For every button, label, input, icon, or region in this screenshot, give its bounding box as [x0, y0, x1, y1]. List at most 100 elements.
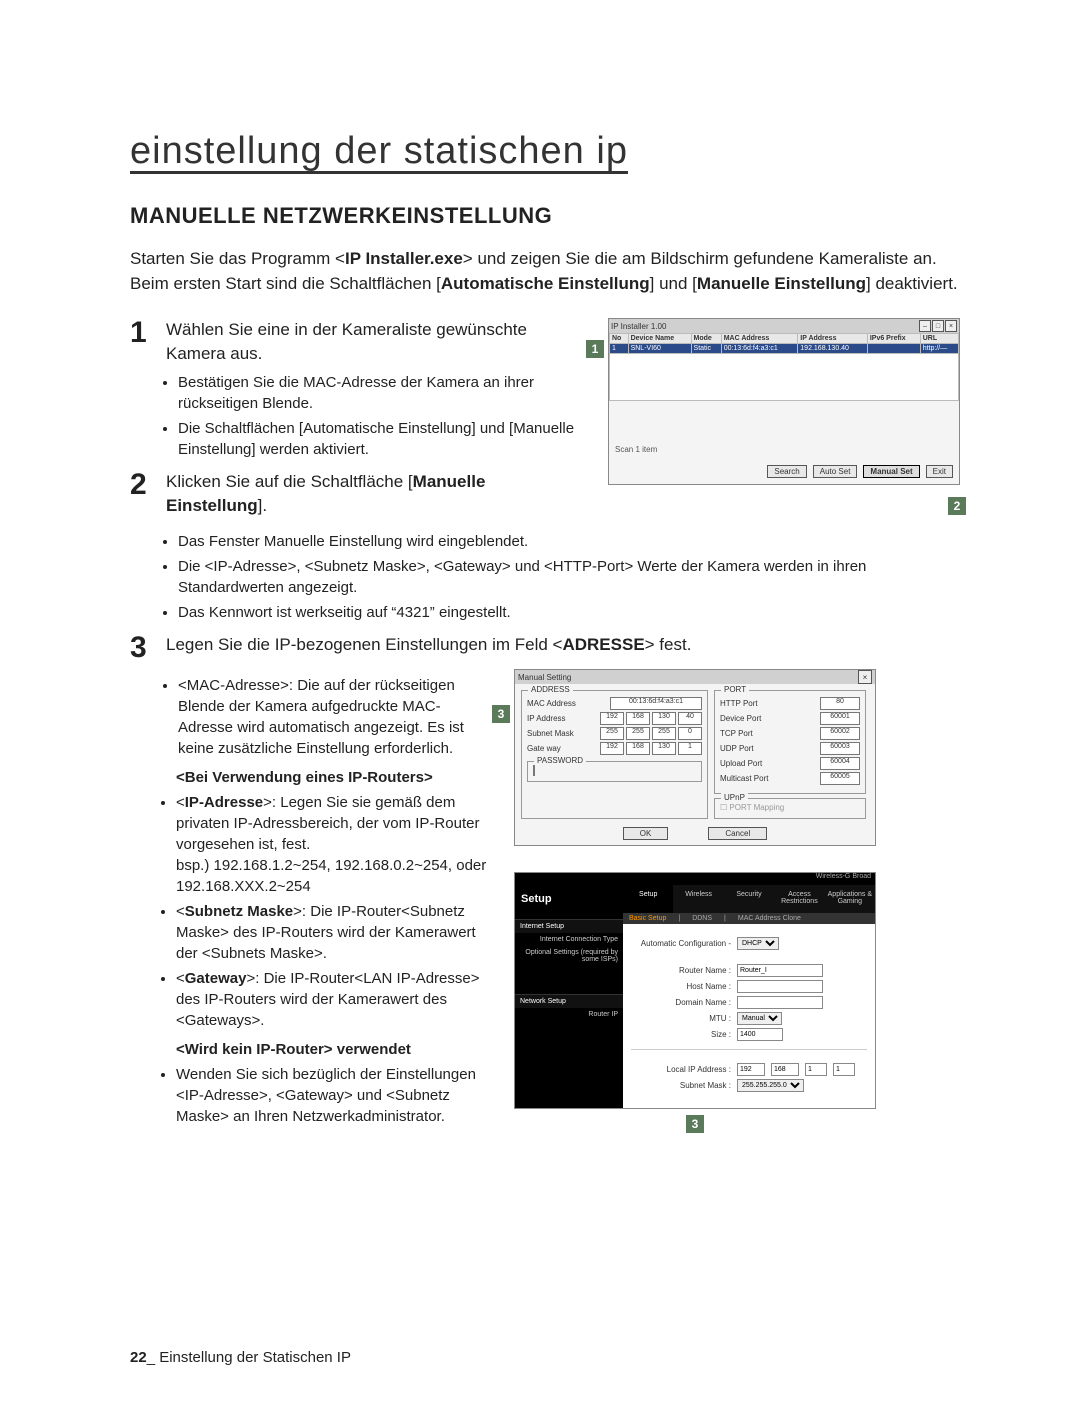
- gw-octet[interactable]: 192: [600, 742, 624, 755]
- router-bullet-ip: <IP-Adresse>: Legen Sie sie gemäß dem pr…: [176, 792, 490, 897]
- routername-field[interactable]: [737, 964, 823, 977]
- installer-table: No Device Name Mode MAC Address IP Addre…: [609, 333, 959, 401]
- router-tab[interactable]: Applications & Gaming: [825, 885, 875, 913]
- sm-octet[interactable]: 255: [652, 727, 676, 740]
- port-label: Device Port: [720, 714, 761, 723]
- port-field[interactable]: 60005: [820, 772, 860, 785]
- ip-octet[interactable]: 192: [600, 712, 624, 725]
- callout-3: 3: [492, 705, 510, 723]
- mac-field[interactable]: 00:13:6d:f4:a3:c1: [610, 697, 702, 710]
- subnet-select[interactable]: 255.255.255.0: [737, 1079, 804, 1092]
- router-bullet-gateway: <Gateway>: Die IP-Router<LAN IP-Adresse>…: [176, 968, 490, 1031]
- footer-sep: _: [147, 1349, 155, 1366]
- auto-label: Automatische Einstellung: [441, 274, 650, 293]
- exit-button[interactable]: Exit: [926, 465, 953, 478]
- step2-bullet: Das Fenster Manuelle Einstellung wird ei…: [178, 531, 960, 552]
- step-number-3: 3: [130, 633, 156, 663]
- gw-label: Gate way: [527, 744, 561, 753]
- port-label: UDP Port: [720, 744, 754, 753]
- norouter-bullet: Wenden Sie sich bezüglich der Einstellun…: [176, 1064, 490, 1127]
- lip-octet[interactable]: [737, 1063, 765, 1076]
- page-title: einstellung der statischen ip: [130, 130, 960, 173]
- footer-text: Einstellung der Statischen IP: [155, 1349, 351, 1366]
- text: <: [176, 903, 185, 920]
- port-field[interactable]: 60002: [820, 727, 860, 740]
- upnp-checkbox[interactable]: ☐ PORT Mapping: [720, 803, 784, 812]
- callout-2: 2: [948, 497, 966, 515]
- port-label: HTTP Port: [720, 699, 758, 708]
- callout-3b: 3: [686, 1115, 704, 1133]
- router-tab[interactable]: Security: [724, 885, 774, 913]
- col-url: URL: [920, 334, 958, 344]
- text: <: [176, 970, 185, 987]
- port-field[interactable]: 80: [820, 697, 860, 710]
- step-number-2: 2: [130, 470, 156, 500]
- subhead-router: <Bei Verwendung eines IP-Routers>: [176, 769, 490, 786]
- cell: 192.168.130.40: [798, 344, 868, 354]
- ip-octet[interactable]: 168: [626, 712, 650, 725]
- auto-config-select[interactable]: DHCP: [737, 937, 779, 950]
- max-icon[interactable]: □: [932, 320, 944, 332]
- domainname-label: Domain Name :: [631, 998, 731, 1007]
- callout-1: 1: [586, 340, 604, 358]
- min-icon[interactable]: –: [919, 320, 931, 332]
- hostname-field[interactable]: [737, 980, 823, 993]
- cell: SNL-VI60: [628, 344, 691, 354]
- installer-screenshot: IP Installer 1.00 – □ × No Device Name M…: [608, 318, 960, 485]
- router-subtab[interactable]: Basic Setup: [623, 913, 672, 924]
- sep: |: [672, 913, 686, 924]
- cell: 1: [610, 344, 629, 354]
- cancel-button[interactable]: Cancel: [708, 827, 767, 840]
- manual-title: Manual Setting: [518, 673, 571, 682]
- close-icon[interactable]: ×: [945, 320, 957, 332]
- localip-label: Local IP Address :: [631, 1065, 731, 1074]
- size-field[interactable]: [737, 1028, 783, 1041]
- col-device: Device Name: [628, 334, 691, 344]
- cell: Static: [691, 344, 721, 354]
- gw-octet[interactable]: 168: [626, 742, 650, 755]
- close-icon[interactable]: ×: [858, 670, 872, 684]
- step2-text-b: ].: [258, 496, 267, 515]
- router-tab[interactable]: Setup: [623, 885, 673, 913]
- routername-label: Router Name :: [631, 966, 731, 975]
- size-label: Size :: [631, 1030, 731, 1039]
- search-button[interactable]: Search: [767, 465, 806, 478]
- router-tab[interactable]: Access Restrictions: [774, 885, 824, 913]
- step3-text: Legen Sie die IP-bezogenen Einstellungen…: [166, 633, 960, 657]
- col-mode: Mode: [691, 334, 721, 344]
- ip-octet[interactable]: 130: [652, 712, 676, 725]
- left-block: Internet Setup: [515, 919, 623, 933]
- table-row[interactable]: 1 SNL-VI60 Static 00:13:6d:f4:a3:c1 192.…: [610, 344, 959, 354]
- address-fieldset: ADDRESS MAC Address 00:13:6d:f4:a3:c1 IP…: [521, 690, 708, 819]
- lip-octet[interactable]: [771, 1063, 799, 1076]
- router-subtab[interactable]: DDNS: [686, 913, 718, 924]
- sm-octet[interactable]: 0: [678, 727, 702, 740]
- port-label: Multicast Port: [720, 774, 768, 783]
- domainname-field[interactable]: [737, 996, 823, 1009]
- mac-label: MAC Address: [527, 699, 576, 708]
- sep: |: [718, 913, 732, 924]
- password-field[interactable]: [533, 765, 535, 776]
- sm-octet[interactable]: 255: [600, 727, 624, 740]
- autoset-button[interactable]: Auto Set: [813, 465, 858, 478]
- port-label: Upload Port: [720, 759, 762, 768]
- port-field[interactable]: 60001: [820, 712, 860, 725]
- port-field[interactable]: 60004: [820, 757, 860, 770]
- router-subtab[interactable]: MAC Address Clone: [732, 913, 807, 924]
- sm-octet[interactable]: 255: [626, 727, 650, 740]
- step3-bullet: <MAC-Adresse>: Die auf der rückseitigen …: [178, 675, 490, 759]
- step-number-1: 1: [130, 318, 156, 348]
- step2-text: Klicken Sie auf die Schaltfläche [Manuel…: [166, 470, 584, 518]
- lip-octet[interactable]: [833, 1063, 855, 1076]
- router-tab[interactable]: Wireless: [673, 885, 723, 913]
- lip-octet[interactable]: [805, 1063, 827, 1076]
- ok-button[interactable]: OK: [623, 827, 669, 840]
- cell: [867, 344, 920, 354]
- example-text: bsp.) 192.168.1.2~254, 192.168.0.2~254, …: [176, 857, 486, 895]
- port-field[interactable]: 60003: [820, 742, 860, 755]
- gw-octet[interactable]: 1: [678, 742, 702, 755]
- gw-octet[interactable]: 130: [652, 742, 676, 755]
- mtu-select[interactable]: Manual: [737, 1012, 782, 1025]
- ip-octet[interactable]: 40: [678, 712, 702, 725]
- manualset-button[interactable]: Manual Set: [863, 465, 919, 478]
